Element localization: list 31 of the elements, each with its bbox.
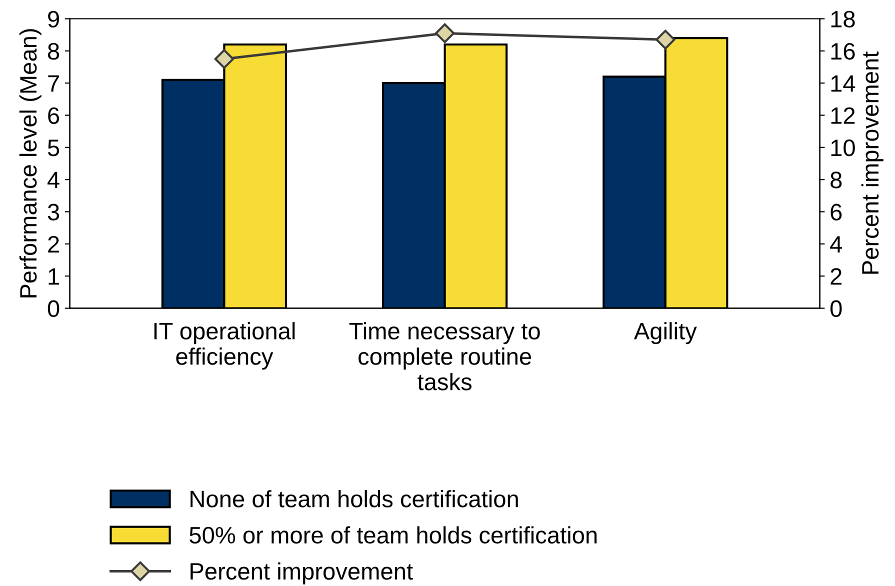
y2-tick-label: 0 [830,300,842,318]
y2-tick-label: 2 [830,268,842,285]
y2-tick-label: 14 [831,75,856,92]
y2-tick-label: 8 [830,172,842,188]
y2-tick-label: 4 [830,236,842,252]
y2-axis-title: Percent improvement [861,51,884,274]
y-axis-title: Performance level (Mean) [19,29,42,298]
legend-label: Percent improvement [190,562,413,584]
y-tick-label: 8 [48,42,60,60]
y-tick-label: 2 [48,236,59,252]
y-tick-label: 9 [48,10,59,28]
y-tick-label: 3 [48,204,60,221]
y2-tick-label: 16 [831,42,855,60]
legend-label: None of team holds certification [190,490,518,508]
y2-tick-label: 12 [831,107,855,124]
y-tick-label: 6 [48,107,60,124]
y-tick-label: 4 [48,172,60,188]
y-tick-label: 1 [48,268,59,285]
point [434,23,455,44]
x-tick-label: IT operational efficiency [154,322,295,370]
y2-tick-label: 18 [831,10,855,28]
legend-label: 50% or more of team holds certification [190,526,597,544]
x-tick-label: Time necessary to complete routine tasks [349,322,540,390]
point [656,30,676,50]
point [214,49,234,69]
y-tick-label: 7 [48,75,59,92]
y-tick-label: 0 [48,300,60,318]
y2-tick-label: 10 [831,139,855,156]
y2-tick-label: 6 [830,204,842,221]
x-tick-label: Agility [634,322,697,344]
y-tick-label: 5 [48,140,60,156]
